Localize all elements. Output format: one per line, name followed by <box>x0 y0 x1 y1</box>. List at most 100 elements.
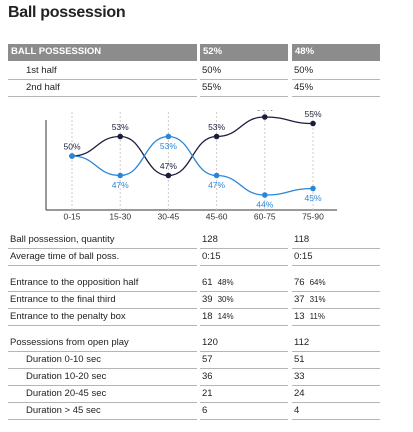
row-label: Entrance to the final third <box>10 294 116 305</box>
cell-value: 24 <box>294 388 305 399</box>
data-label: 50% <box>63 141 80 151</box>
header-text: 48% <box>295 46 315 57</box>
row-label: Ball possession, quantity <box>10 234 115 245</box>
header-cell <box>8 44 197 61</box>
chart: 0-15 15-30 30-45 45-60 60-75 75-90 50% 53% 47% 53… <box>45 110 337 221</box>
row-label: Duration 0-10 sec <box>26 354 101 365</box>
row-line <box>8 265 197 266</box>
row-line <box>292 291 380 292</box>
row-label: Duration > 45 sec <box>26 405 101 416</box>
row-label: Entrance to the penalty box <box>10 311 126 322</box>
row-line <box>292 325 380 326</box>
row-line <box>292 308 380 309</box>
row-line <box>200 385 288 386</box>
row-line <box>292 248 380 249</box>
x-tick-label: 45-60 <box>206 211 228 221</box>
cell-value: 33 <box>294 371 305 382</box>
cell-value: 0:15 <box>294 251 313 262</box>
row-label: Possessions from open play <box>10 337 129 348</box>
point <box>213 133 220 140</box>
data-label: 47% <box>208 180 225 190</box>
percent: 11% <box>309 312 325 321</box>
point <box>117 172 123 179</box>
cell-value: 76 64% <box>294 275 326 291</box>
cell-value: 61 48% <box>202 275 234 291</box>
x-tick-label: 30-45 <box>158 211 180 221</box>
data-label: 53% <box>208 122 225 132</box>
row-line <box>8 308 197 309</box>
row-line <box>292 351 380 352</box>
row-line <box>200 291 288 292</box>
series-line <box>71 116 314 177</box>
percent: 30% <box>217 295 234 304</box>
row-label: Duration 10-20 sec <box>26 371 107 382</box>
cell-value: 0:15 <box>202 251 221 262</box>
point <box>165 172 172 179</box>
row-line <box>8 419 197 420</box>
data-label: 56% <box>256 110 273 112</box>
row-line <box>8 351 197 352</box>
row-line <box>292 419 380 420</box>
row-line <box>8 385 197 386</box>
row-line <box>200 96 288 97</box>
point <box>262 192 268 198</box>
row-line <box>200 308 288 309</box>
cell-value: 18 14% <box>202 309 234 325</box>
cell-value: 45% <box>294 82 314 93</box>
header-text: 52% <box>203 46 223 57</box>
x-tick-label: 0-15 <box>63 211 80 221</box>
cell-value: 37 31% <box>294 292 326 308</box>
cell-value: 50% <box>202 65 222 76</box>
row-line <box>200 419 288 420</box>
row-line <box>292 385 380 386</box>
row-line <box>292 402 380 403</box>
cell-value: 55% <box>202 82 222 93</box>
count: 18 <box>202 311 213 322</box>
cell-value: 51 <box>294 354 305 365</box>
count: 76 <box>294 277 305 288</box>
row-label: 2nd half <box>26 82 60 93</box>
row-line <box>8 248 197 249</box>
point <box>69 153 75 159</box>
row-label: 1st half <box>26 65 57 76</box>
x-tick-label: 60-75 <box>254 211 276 221</box>
data-label: 47% <box>112 180 129 190</box>
row-label: Duration 20-45 sec <box>26 388 107 399</box>
row-line <box>200 79 288 80</box>
row-line <box>8 79 197 80</box>
row-line <box>292 368 380 369</box>
cell-value: 6 <box>202 405 208 416</box>
count: 39 <box>202 294 213 305</box>
row-line <box>8 325 197 326</box>
x-tick-label: 75-90 <box>302 211 324 221</box>
data-label: 55% <box>304 110 321 119</box>
page-title: Ball possession <box>8 4 126 21</box>
row-line <box>292 265 380 266</box>
header-text: BALL POSSESSION <box>11 46 102 57</box>
count: 13 <box>294 311 305 322</box>
x-tick-label: 15-30 <box>109 211 131 221</box>
cell-value: 112 <box>294 337 310 348</box>
data-label: 45% <box>304 193 321 203</box>
point <box>213 172 220 179</box>
row-line <box>8 291 197 292</box>
row-line <box>200 265 288 266</box>
cell-value: 50% <box>294 65 314 76</box>
percent: 31% <box>309 295 326 304</box>
cell-value: 4 <box>294 405 300 416</box>
point <box>310 120 316 127</box>
row-line <box>200 325 288 326</box>
point <box>117 133 123 140</box>
point <box>310 185 316 192</box>
row-line <box>8 402 197 403</box>
cell-value: 57 <box>202 354 213 365</box>
header-cell <box>292 44 380 61</box>
row-line <box>200 248 288 249</box>
row-line <box>292 96 380 97</box>
percent: 64% <box>309 278 326 287</box>
cell-value: 13 11% <box>294 309 325 325</box>
data-label: 44% <box>256 199 273 209</box>
point <box>262 114 268 120</box>
data-label: 53% <box>112 122 129 132</box>
